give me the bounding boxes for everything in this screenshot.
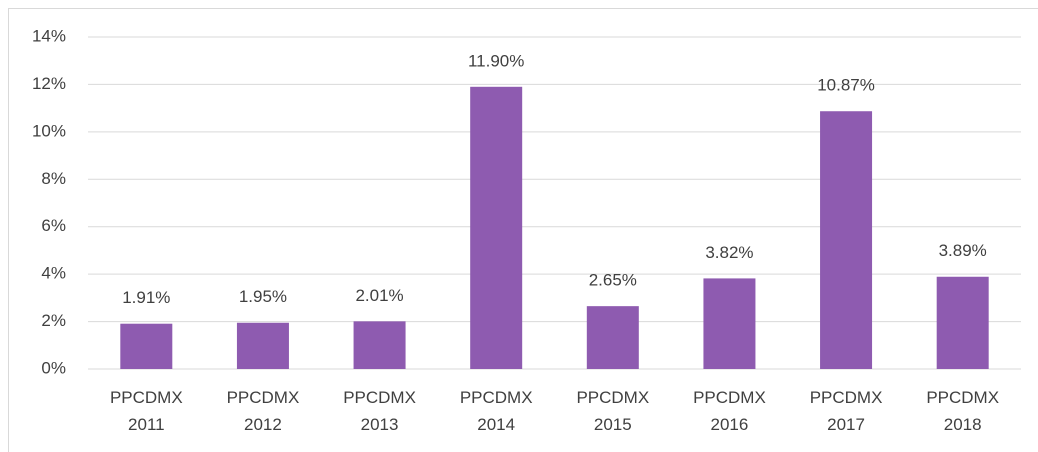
- y-tick-label: 4%: [41, 264, 66, 283]
- y-tick-label: 12%: [32, 74, 66, 93]
- bar: [353, 321, 406, 369]
- x-tick-label: PPCDMX 2011: [109, 388, 183, 434]
- bar: [236, 322, 289, 369]
- x-tick-label: PPCDMX 2017: [809, 388, 883, 434]
- data-label: 10.87%: [817, 76, 875, 95]
- x-tick-label: PPCDMX 2012: [226, 388, 300, 434]
- bar: [586, 306, 639, 369]
- x-tick-label: PPCDMX 2016: [693, 388, 766, 434]
- chart-border: [8, 8, 1038, 452]
- data-label: 2.65%: [589, 271, 637, 290]
- data-label: 1.95%: [239, 287, 287, 306]
- bar: [470, 86, 523, 370]
- y-tick-label: 10%: [32, 121, 66, 140]
- data-label: 2.01%: [355, 286, 403, 305]
- x-tick-label: PPCDMX 2015: [576, 388, 650, 434]
- y-tick-label: 14%: [32, 26, 66, 45]
- data-label: 3.89%: [939, 241, 987, 260]
- y-tick-label: 6%: [41, 216, 66, 235]
- x-tick-label: PPCDMX 2014: [459, 388, 533, 434]
- bar: [703, 278, 756, 369]
- bar: [120, 323, 173, 369]
- y-tick-label: 2%: [41, 311, 66, 330]
- x-tick-label: PPCDMX 2013: [343, 388, 416, 434]
- y-tick-label: 8%: [41, 169, 66, 188]
- data-label: 11.90%: [468, 51, 524, 70]
- bar: [820, 111, 873, 370]
- bar: [936, 276, 989, 369]
- data-label: 3.82%: [705, 243, 753, 262]
- y-tick-label: 0%: [41, 358, 66, 377]
- data-label: 1.91%: [122, 288, 170, 307]
- x-tick-label: PPCDMX 2018: [926, 388, 1000, 434]
